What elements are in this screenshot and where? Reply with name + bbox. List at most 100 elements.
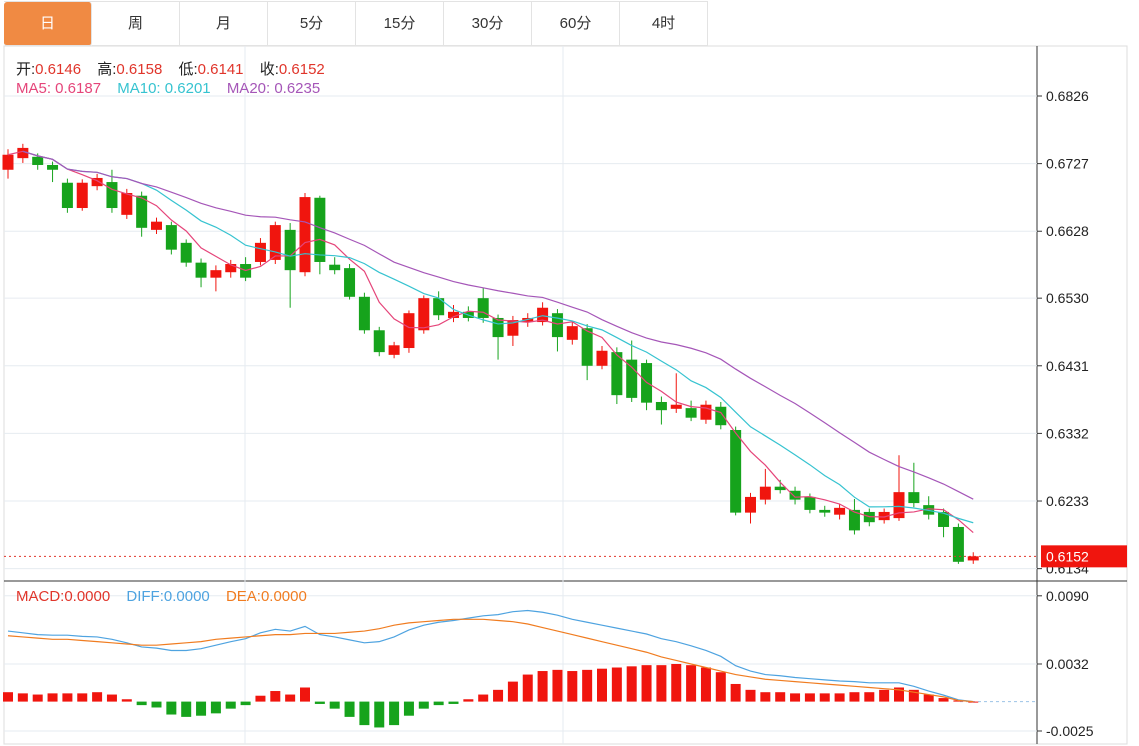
macd-bar	[448, 701, 459, 704]
candle-body	[61, 182, 73, 209]
tab-0[interactable]: 日	[4, 2, 92, 46]
tab-1[interactable]: 周	[92, 2, 180, 46]
macd-bar	[700, 667, 711, 702]
candle-body	[269, 225, 281, 260]
macd-bar	[686, 665, 697, 702]
macd-bar	[953, 700, 964, 702]
open-label: 开:	[16, 61, 36, 78]
candle-body	[329, 264, 341, 271]
candle-body	[655, 401, 667, 411]
tab-5[interactable]: 30分	[444, 2, 532, 46]
macd-bar	[730, 683, 741, 702]
candle-body	[165, 225, 177, 250]
macd-bar	[166, 701, 177, 715]
macd-bar	[908, 689, 919, 702]
close-value: 0.6152	[278, 61, 325, 78]
macd-bar	[240, 701, 251, 706]
candle-body	[611, 352, 623, 396]
open-value: 0.6146	[35, 61, 82, 78]
candle-body	[418, 298, 430, 331]
candle-body	[403, 313, 415, 349]
macd-bar	[894, 687, 904, 702]
candle-body	[789, 490, 801, 500]
candle-body	[284, 229, 296, 271]
candle-body	[106, 182, 118, 209]
macd-bar	[47, 693, 58, 702]
candle-body	[551, 313, 563, 338]
candle-body	[819, 509, 831, 513]
macd-bar	[804, 693, 815, 702]
candle-body	[522, 317, 534, 323]
tab-6[interactable]: 60分	[532, 2, 620, 46]
macd-bar	[582, 669, 593, 702]
tab-7[interactable]: 4时	[620, 2, 708, 46]
current-price-label: 0.6152	[1046, 548, 1089, 564]
candle-body	[180, 242, 192, 263]
macd-bar	[463, 699, 474, 702]
candle-body	[240, 264, 252, 278]
candle-body	[863, 511, 875, 523]
price-axis-label: 0.6628	[1046, 223, 1089, 239]
macd-axis-label: 0.0032	[1046, 656, 1089, 672]
candle-body	[730, 429, 742, 513]
macd-bar	[849, 692, 860, 702]
macd-bar	[389, 701, 400, 726]
macd-bar	[300, 687, 310, 702]
candle-body	[448, 311, 459, 318]
macd-bar	[92, 692, 103, 702]
macd-bar	[864, 692, 875, 702]
ma5-value: MA5: 0.6187	[16, 80, 102, 97]
candle-body	[492, 317, 504, 338]
price-axis-label: 0.6727	[1046, 156, 1089, 172]
candle-body	[91, 177, 103, 187]
tab-3[interactable]: 5分	[268, 2, 356, 46]
macd-bar	[62, 693, 73, 702]
candle-body	[566, 326, 578, 340]
macd-bar	[537, 671, 548, 702]
candle-body	[834, 507, 846, 515]
candle-body	[878, 511, 890, 521]
macd-bar	[790, 693, 801, 702]
tab-4[interactable]: 15分	[356, 2, 444, 46]
macd-legend: MACD:0.0000 DIFF:0.0000 DEA:0.0000	[16, 588, 319, 605]
macd-bar	[106, 694, 117, 702]
dea-value: DEA:0.0000	[225, 588, 307, 605]
candle-body	[938, 511, 950, 527]
ma20-value: MA20: 0.6235	[226, 80, 321, 97]
candle-body	[581, 328, 593, 366]
macd-bar	[626, 666, 637, 702]
macd-bar	[433, 701, 444, 706]
macd-bar	[181, 701, 192, 717]
macd-bar	[225, 701, 236, 709]
macd-bar	[552, 669, 563, 702]
price-axis-label: 0.6233	[1046, 493, 1089, 509]
price-axis-label: 0.6431	[1046, 358, 1089, 374]
candle-body	[908, 492, 920, 504]
candle-body	[136, 195, 148, 228]
candle-body	[685, 408, 697, 418]
macd-bar	[77, 693, 88, 702]
macd-bar	[507, 681, 518, 702]
tab-2[interactable]: 月	[180, 2, 268, 46]
macd-bar	[968, 701, 979, 703]
candle-body	[47, 164, 59, 170]
macd-bar	[255, 695, 266, 702]
candle-body	[477, 298, 489, 318]
macd-bar	[329, 701, 340, 709]
candle-body	[358, 296, 370, 331]
low-label: 低:	[178, 61, 198, 78]
candle-body	[848, 509, 860, 531]
high-value: 0.6158	[116, 61, 163, 78]
macd-bar	[403, 701, 414, 716]
macd-bar	[359, 701, 370, 726]
macd-bar	[418, 701, 429, 709]
candle-body	[373, 330, 385, 353]
candle-body	[893, 492, 905, 519]
macd-bar	[314, 701, 325, 704]
macd-bar	[834, 693, 845, 702]
macd-bar	[493, 689, 504, 702]
candle-body	[507, 320, 519, 336]
candle-body	[700, 404, 712, 420]
candle-body	[17, 147, 29, 159]
